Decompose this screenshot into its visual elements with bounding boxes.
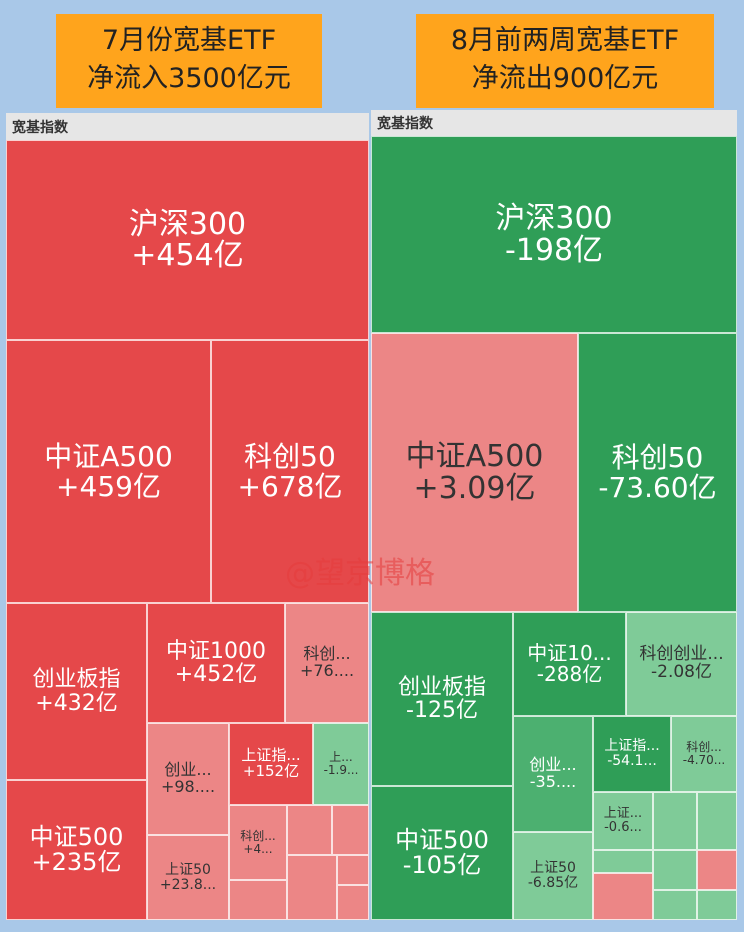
watermark: @望京博格 [285,556,435,591]
tile-value: -4.70... [682,753,726,767]
tile-name: 上证50 [165,861,211,878]
tile-name: 上证指... [604,738,660,755]
treemap-tile [593,850,653,873]
treemap-tile: 沪深300 -198亿 [371,136,737,333]
tile-value: -288亿 [536,662,603,686]
treemap-tile [653,890,697,920]
treemap-tile: 创业板指 -125亿 [371,612,513,786]
treemap-tile: 上证指... -54.1... [593,716,671,792]
treemap-tile: 科创... -4.70... [671,716,737,792]
treemap-tile: 中证A500 +3.09亿 [371,333,578,612]
treemap-tile [287,855,337,920]
tile-value: +235亿 [31,848,122,876]
tile-value: -35.... [529,772,577,791]
tile-value: -6.85亿 [527,875,579,891]
treemap-tile: 科创... +4... [229,805,287,880]
treemap-tile [332,805,369,855]
treemap-tile: 上证50 +23.8... [147,835,229,920]
treemap-tile [697,792,737,850]
tile-name: 创业板指 [32,667,121,693]
tile-value: +152亿 [242,762,300,780]
treemap-tile: 创业... +98.... [147,723,229,835]
panel-title: 宽基指数 [371,110,737,136]
tile-name: 科创... [303,644,351,664]
treemap-tile: 创业... -35.... [513,716,593,832]
treemap-tile: 中证10... -288亿 [513,612,626,716]
treemap-tile [287,805,332,855]
tile-name: 沪深300 [128,206,247,242]
tile-name: 中证500 [395,825,489,854]
tile-value: +678亿 [237,469,343,503]
treemap-tile [697,850,737,890]
header-line: 8月前两周宽基ETF [450,25,680,56]
treemap-tile: 科创50 -73.60亿 [578,333,737,612]
treemap-tile: 科创创业... -2.08亿 [626,612,737,716]
treemap-tile [697,890,737,920]
tile-name: 中证500 [29,822,124,851]
tile-value: +23.8... [159,876,217,893]
tile-name: 中证A500 [44,440,173,474]
treemap-tile [229,880,287,920]
treemap-tile: 沪深300 +454亿 [6,140,369,340]
treemap-tile: 上... -1.9... [313,723,369,805]
treemap-tile [653,792,697,850]
tile-name: 科创创业... [639,644,724,665]
treemap-tile [337,885,369,920]
header-line: 净流出900亿元 [471,63,659,94]
treemap-tile: 创业板指 +432亿 [6,603,147,780]
header-box: 7月份宽基ETF 净流入3500亿元 [56,14,322,108]
tile-value: +4... [243,841,273,856]
tile-value: -105亿 [402,851,482,879]
tile-value: -73.60亿 [598,470,717,504]
treemap-tile: 上证... -0.6... [593,792,653,850]
tile-name: 创业... [164,760,212,780]
tile-value: +432亿 [35,690,118,716]
treemap-tile: 科创... +76.... [285,603,369,723]
treemap-tile: 中证1000 +452亿 [147,603,285,723]
tile-value: -54.1... [607,753,657,769]
tile-name: 中证A500 [405,439,544,474]
tile-name: 上证50 [530,860,576,877]
tile-value: +454亿 [131,238,244,273]
tile-name: 上证... [603,806,643,822]
tile-value: -0.6... [604,820,642,835]
tile-name: 中证10... [527,641,612,665]
treemap-tile: 科创50 +678亿 [211,340,369,603]
panel-title: 宽基指数 [6,113,369,140]
tile-value: +98.... [160,777,216,796]
tile-value: +76.... [299,661,355,680]
tile-value: -125亿 [406,698,478,723]
treemap-tile: 中证500 -105亿 [371,786,513,920]
tile-value: -198亿 [504,232,604,268]
header-line: 净流入3500亿元 [87,63,291,94]
tile-name: 科创... [240,828,276,843]
tile-name: 上... [329,750,353,765]
tile-value: -2.08亿 [651,662,712,682]
treemap-tile: 上证50 -6.85亿 [513,832,593,920]
tile-name: 创业板指 [397,674,486,700]
tile-name: 沪深300 [495,201,613,236]
tile-name: 中证1000 [166,638,266,664]
treemap-tile [593,873,653,920]
header-line: 7月份宽基ETF [101,25,277,56]
tile-value: +459亿 [56,469,161,503]
tile-name: 科创50 [611,441,704,475]
tile-name: 创业... [529,755,577,775]
tile-value: -1.9... [323,763,359,777]
tile-name: 科创50 [244,440,336,474]
treemap-tile: 中证A500 +459亿 [6,340,211,603]
treemap-tile: 中证500 +235亿 [6,780,147,920]
treemap-tile [653,850,697,890]
treemap-tile: 上证指... +152亿 [229,723,313,805]
tile-name: 上证指... [241,746,301,765]
tile-value: +452亿 [174,662,258,687]
tile-value: +3.09亿 [413,470,536,506]
tile-name: 科创... [686,740,722,755]
treemap-tile [337,855,369,885]
header-box: 8月前两周宽基ETF 净流出900亿元 [416,14,714,108]
